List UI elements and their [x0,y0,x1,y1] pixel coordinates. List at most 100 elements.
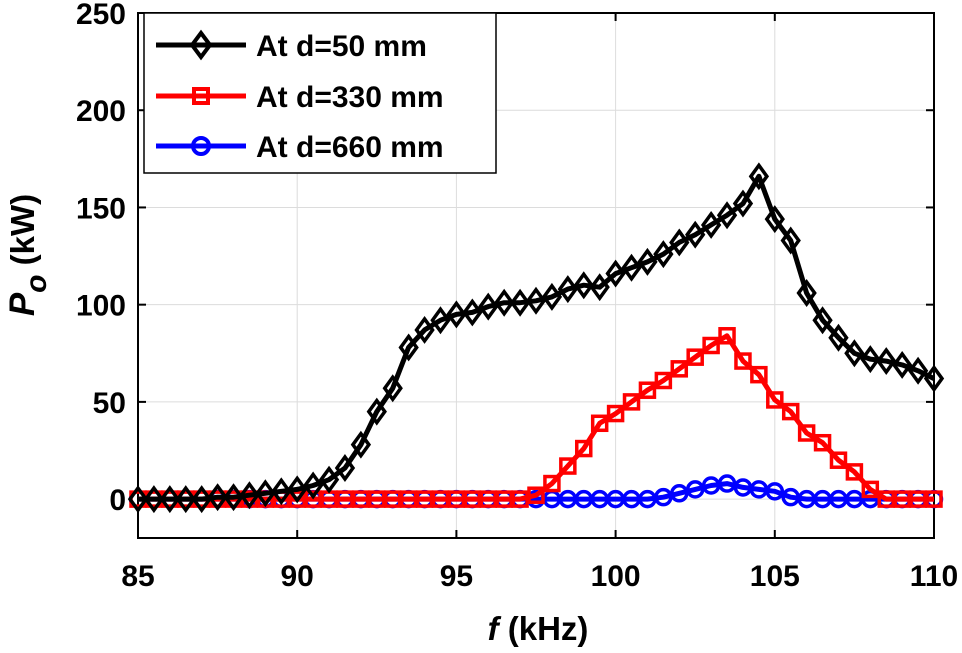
data-point-diamond [493,288,515,317]
data-point-circle [685,480,705,499]
data-point-square [399,490,418,508]
data-point-diamond [732,189,754,218]
data-point-square [909,490,927,508]
data-point-diamond [876,347,897,376]
data-point-square [718,327,736,345]
data-point-diamond [239,481,260,510]
data-point-diamond [159,485,181,514]
data-point-diamond [780,226,801,255]
data-point-diamond [669,228,690,257]
data-point-diamond [334,454,356,482]
data-point-diamond [255,479,276,508]
y-axis-unit: (kW) [4,194,41,275]
y-tick-label: 50 [93,387,126,420]
legend-label-d330: At d=330 mm [256,81,444,114]
legend: At d=50 mm At d=330 mm At d=660 mm [143,12,497,174]
data-point-square [606,404,625,423]
data-point-square [925,490,943,508]
data-point-diamond [478,292,499,321]
data-point-diamond [716,201,738,230]
x-tick-label: 105 [750,560,800,593]
data-point-diamond [844,339,865,368]
data-point-square [336,490,354,508]
data-point-diamond [685,220,706,249]
data-point-square [495,490,513,508]
data-point-circle [765,482,785,501]
data-point-circle [717,474,737,493]
data-point-square [352,490,370,508]
y-axis-symbol: P [3,292,42,316]
y-axis-label: Po (kW) [3,194,53,316]
data-point-diamond [748,162,770,191]
legend-entry-d660: At d=660 mm [156,131,444,164]
legend-marker-diamond-icon [189,29,213,61]
data-point-diamond [621,253,642,282]
y-axis-subscript: o [20,274,53,292]
data-point-square [527,486,545,504]
data-point-square [829,451,848,469]
legend-marker-square-icon [192,87,210,105]
data-point-diamond [318,465,340,494]
y-tick-label: 0 [109,484,126,517]
data-point-square [575,439,593,458]
data-point-square [702,336,720,355]
data-point-square [559,457,577,475]
x-tick-label: 95 [440,560,473,593]
legend-entry-d330: At d=330 mm [156,81,444,114]
data-point-square [766,391,784,409]
data-point-square [622,393,641,411]
data-point-square [638,381,657,399]
data-point-diamond [573,271,594,300]
data-point-diamond [637,247,658,276]
data-point-square [750,365,768,384]
y-tick-label: 150 [76,192,126,225]
data-point-circle [654,487,673,507]
data-point-square [383,490,402,508]
data-point-square [511,490,529,508]
data-point-diamond [700,210,722,239]
data-point-diamond [557,275,579,304]
data-point-square [861,480,880,499]
y-tick-label: 250 [76,0,126,31]
data-point-square [543,474,561,493]
data-point-square [670,360,689,378]
legend-marker-circle-icon [191,136,211,156]
x-axis-unit: (kHz) [499,610,589,647]
series-group [127,162,945,514]
data-point-square [686,348,704,366]
data-point-diamond [207,483,228,512]
data-point-diamond [271,477,292,506]
data-point-square [877,490,895,508]
tick-labels: 85 90 95 100 105 110 0 50 100 150 200 250 [76,0,958,593]
data-point-diamond [828,323,849,352]
data-point-diamond [812,306,833,335]
data-point-diamond [127,485,149,514]
series-line [138,173,936,502]
data-point-square [781,402,800,421]
y-tick-label: 200 [76,95,126,128]
data-point-diamond [462,298,483,327]
data-point-square [431,490,450,508]
data-point-diamond [143,485,165,514]
legend-label-d50: At d=50 mm [256,30,427,63]
data-point-diamond [525,286,547,315]
data-point-diamond [907,356,929,385]
x-axis-symbol: f [488,610,502,647]
data-point-square [590,414,609,433]
data-point-square [463,490,482,508]
legend-entry-d50: At d=50 mm [156,29,427,63]
series-diamond [127,162,945,514]
data-point-diamond [764,205,785,234]
data-point-square [479,490,497,508]
data-point-diamond [430,306,451,335]
data-point-diamond [223,483,244,512]
x-tick-label: 85 [121,560,154,593]
data-point-diamond [796,279,817,307]
legend-label-d660: At d=660 mm [256,131,444,164]
data-point-square [654,371,673,390]
data-point-square [893,490,911,508]
data-point-square [845,463,864,481]
data-point-diamond [382,374,403,403]
data-point-diamond [589,273,610,302]
data-point-square [447,490,466,508]
